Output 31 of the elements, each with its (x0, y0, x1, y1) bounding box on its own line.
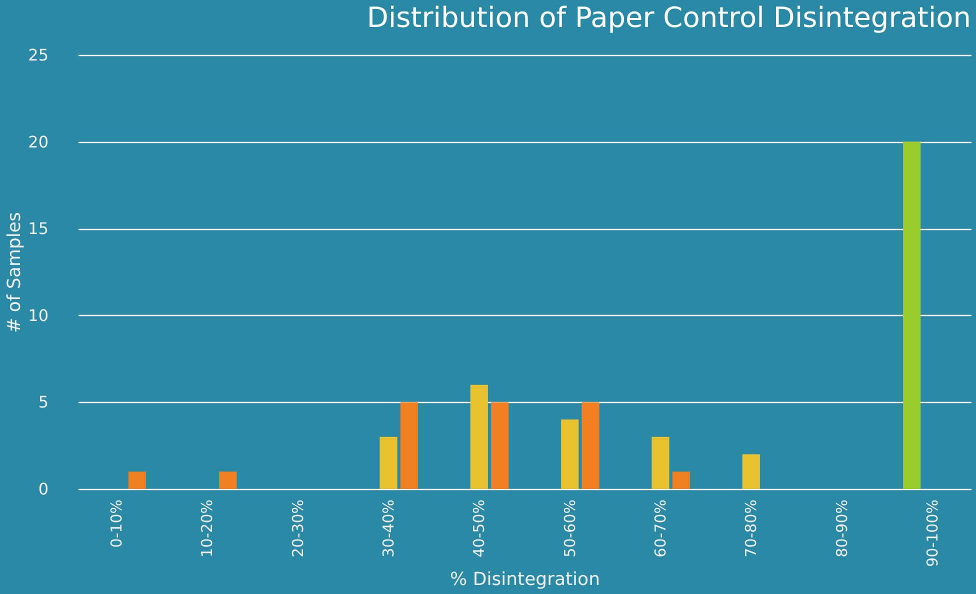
bar (470, 384, 488, 489)
bar (561, 420, 579, 489)
x-axis-title: % Disintegration (450, 568, 600, 590)
x-tick-label: 90-100% (923, 500, 942, 567)
bar (742, 454, 760, 489)
bar (672, 472, 690, 489)
x-tick-label: 80-90% (832, 500, 851, 558)
bar (219, 472, 237, 489)
bar (903, 142, 921, 489)
y-tick-label: 15 (28, 219, 48, 238)
y-tick-label: 0 (38, 480, 48, 498)
bar (491, 402, 509, 489)
x-tick-label: 50-60% (560, 500, 579, 558)
bar (128, 472, 146, 489)
x-tick-label: 30-40% (380, 500, 398, 558)
x-tick-label: 60-70% (651, 500, 670, 558)
bar (582, 402, 600, 489)
bar (400, 402, 418, 489)
x-tick-label: 10-20% (198, 500, 216, 558)
y-tick-label: 5 (38, 392, 48, 412)
bar (652, 436, 670, 489)
y-axis-title: # of Samples (4, 212, 26, 333)
x-tick-label: 40-50% (470, 500, 488, 558)
x-tick-label: 20-30% (288, 500, 307, 558)
x-tick-label: 0-10% (108, 500, 126, 548)
bar (380, 436, 398, 489)
y-tick-label: 25 (28, 46, 48, 64)
x-tick-label: 70-80% (742, 500, 760, 558)
y-tick-label: 20 (28, 132, 48, 152)
y-tick-label: 10 (28, 306, 48, 325)
chart-title: Distribution of Paper Control Disintegration (366, 1, 971, 34)
